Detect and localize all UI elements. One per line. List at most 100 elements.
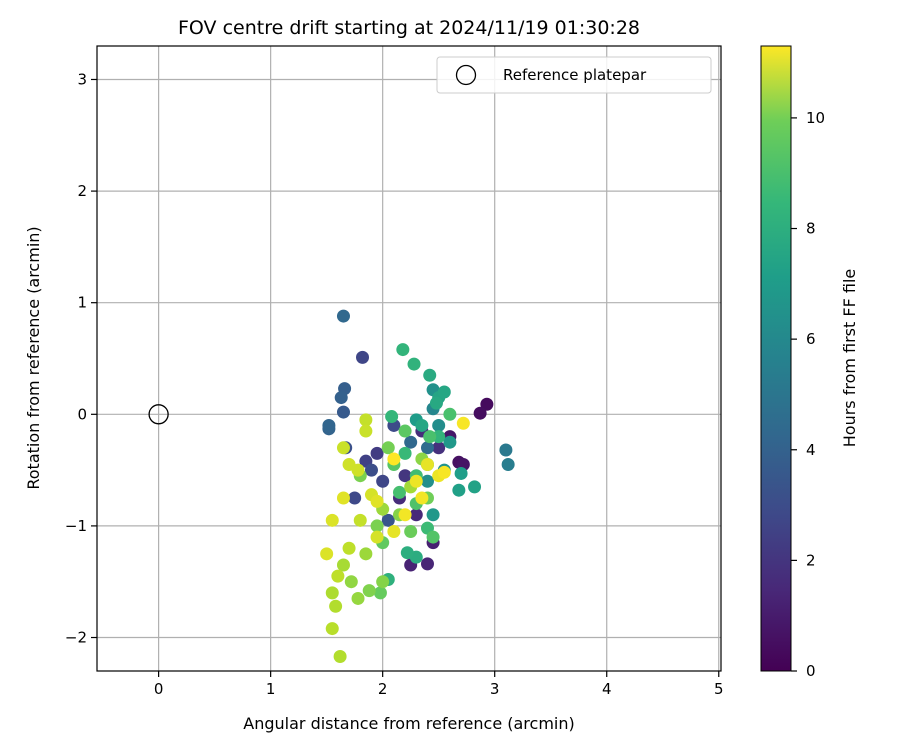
y-tick-label: −1	[65, 517, 87, 535]
scatter-point	[396, 343, 410, 357]
scatter-point	[353, 513, 367, 527]
scatter-point	[370, 446, 384, 460]
scatter-point	[370, 519, 384, 533]
legend-marker-open-circle	[455, 64, 477, 86]
scatter-point	[420, 557, 434, 571]
y-tick-label: 2	[77, 182, 87, 200]
scatter-point	[333, 649, 347, 663]
scatter-point	[456, 416, 470, 430]
colorbar-ticks: 0 2 4 6 8 10	[791, 109, 825, 680]
scatter-point	[404, 524, 418, 538]
x-tick-label: 2	[378, 680, 388, 698]
scatter-point	[501, 458, 515, 472]
x-tick-label: 1	[266, 680, 276, 698]
scatter-point	[359, 424, 373, 438]
scatter-point	[381, 441, 395, 455]
x-tick-label: 4	[602, 680, 612, 698]
legend-entry-reference-platepar: Reference platepar	[503, 66, 647, 84]
scatter-points	[320, 309, 515, 663]
y-tick-label: 1	[77, 294, 87, 312]
scatter-point	[370, 530, 384, 544]
scatter-point	[392, 485, 406, 499]
scatter-point	[443, 407, 457, 421]
scatter-point	[376, 575, 390, 589]
scatter-point	[351, 463, 365, 477]
y-tick-label: −2	[65, 629, 87, 647]
x-axis-label: Angular distance from reference (arcmin)	[243, 714, 574, 733]
scatter-point	[320, 547, 334, 561]
scatter-point	[344, 575, 358, 589]
scatter-point	[342, 541, 356, 555]
scatter-point	[454, 466, 468, 480]
scatter-point	[426, 508, 440, 522]
plot-frame	[96, 45, 722, 672]
colorbar-tick-label: 0	[806, 662, 816, 680]
scatter-point	[480, 397, 494, 411]
x-tick-label: 3	[490, 680, 500, 698]
scatter-point	[432, 418, 446, 432]
scatter-point	[381, 513, 395, 527]
y-axis-label: Rotation from reference (arcmin)	[24, 226, 43, 489]
scatter-point	[415, 418, 429, 432]
scatter-point	[387, 452, 401, 466]
y-tick-label: 3	[77, 70, 87, 88]
scatter-point	[398, 469, 412, 483]
scatter-point	[407, 357, 421, 371]
colorbar-tick-label: 8	[806, 220, 816, 238]
scatter-point	[423, 368, 437, 382]
scatter-point	[336, 441, 350, 455]
y-tick-label: 0	[77, 405, 87, 423]
scatter-point	[398, 446, 412, 460]
legend: Reference platepar	[436, 56, 712, 94]
scatter-point	[420, 441, 434, 455]
legend-box	[436, 56, 712, 94]
scatter-point	[370, 494, 384, 508]
scatter-point	[325, 622, 339, 636]
scatter-point	[432, 441, 446, 455]
scatter-point	[409, 474, 423, 488]
reference-point	[148, 404, 169, 425]
scatter-point	[359, 547, 373, 561]
scatter-point	[429, 396, 443, 410]
colorbar-gradient	[760, 45, 792, 672]
scatter-point	[404, 435, 418, 449]
plot-area: 0 1 2 3 4 5 −2 −1 0 1 2 3	[65, 45, 724, 698]
y-axis-ticks: −2 −1 0 1 2 3	[65, 70, 97, 647]
colorbar: 0 2 4 6 8 10 Hours from first FF file	[760, 45, 859, 680]
scatter-point	[426, 530, 440, 544]
scatter-point	[409, 508, 423, 522]
scatter-point	[376, 474, 390, 488]
scatter-point	[364, 463, 378, 477]
scatter-point	[432, 430, 446, 444]
scatter-point	[331, 569, 345, 583]
scatter-point	[420, 458, 434, 472]
x-axis-ticks: 0 1 2 3 4 5	[154, 671, 724, 698]
scatter-point	[437, 385, 451, 399]
chart-title: FOV centre drift starting at 2024/11/19 …	[178, 17, 640, 39]
colorbar-label: Hours from first FF file	[840, 269, 859, 448]
scatter-point	[420, 474, 434, 488]
scatter-point	[336, 558, 350, 572]
scatter-point	[473, 406, 487, 420]
x-tick-label: 5	[714, 680, 724, 698]
scatter-point	[468, 480, 482, 494]
colorbar-tick-label: 6	[806, 330, 816, 348]
scatter-point	[336, 405, 350, 419]
scatter-point	[336, 309, 350, 323]
scatter-point	[351, 591, 365, 605]
x-tick-label: 0	[154, 680, 164, 698]
scatter-point	[373, 586, 387, 600]
scatter-point	[437, 465, 451, 479]
reference-marker	[148, 404, 169, 425]
scatter-point	[415, 491, 429, 505]
colorbar-tick-label: 4	[806, 441, 816, 459]
scatter-point	[348, 491, 362, 505]
scatter-point	[336, 491, 350, 505]
scatter-point	[443, 435, 457, 449]
scatter-point	[325, 586, 339, 600]
scatter-point	[423, 430, 437, 444]
scatter-point	[356, 350, 370, 364]
scatter-point	[322, 418, 336, 432]
scatter-point	[334, 391, 348, 405]
scatter-point	[398, 508, 412, 522]
